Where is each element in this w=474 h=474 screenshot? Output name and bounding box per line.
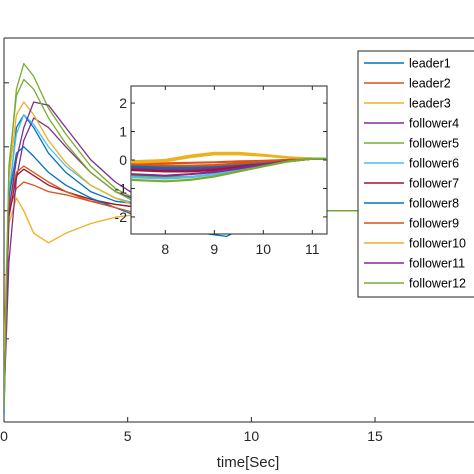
inset-x-tick-label: 8	[161, 241, 169, 257]
inset-zoom-plot: 8 9 10 11 -2 -1 0 1 2	[115, 85, 328, 257]
inset-series-line-follower10	[131, 151, 327, 163]
x-axis-label: time[Sec]	[217, 454, 280, 471]
inset-y-tick-label: -1	[115, 180, 128, 196]
inset-x-tick-label: 11	[305, 241, 320, 257]
inset-y-tick-label: 2	[119, 95, 127, 111]
legend-label-leader3: leader3	[409, 97, 451, 111]
legend-label-follower7: follower7	[409, 177, 459, 191]
legend-label-follower11: follower11	[409, 257, 465, 271]
main-x-tick-label: 0	[0, 428, 8, 444]
legend-label-follower9: follower9	[409, 217, 459, 231]
inset-x-tick-label: 10	[256, 241, 272, 257]
legend: leader1 leader2 leader3 follower4 follower5 f…	[357, 50, 474, 298]
inset-axes: 8 9 10 11 -2 -1 0 1 2	[115, 86, 327, 257]
inset-y-tick-label: -2	[115, 209, 128, 225]
legend-label-follower12: follower12	[409, 277, 466, 291]
legend-label-leader2: leader2	[409, 77, 451, 91]
legend-label-follower8: follower8	[409, 197, 459, 211]
main-x-tick-label: 5	[124, 428, 132, 444]
series-line-follower12	[4, 78, 474, 403]
legend-label-follower5: follower5	[409, 137, 459, 151]
main-x-tick-label: 10	[244, 428, 260, 444]
main-series-lines	[4, 62, 474, 416]
inset-y-tick-label: 1	[119, 124, 127, 140]
inset-series-line-follower12	[131, 157, 327, 183]
inset-y-tick-label: 0	[119, 152, 127, 168]
main-x-tick-label: 15	[367, 428, 383, 444]
inset-x-tick-label: 9	[210, 241, 218, 257]
legend-label-follower4: follower4	[409, 117, 459, 131]
legend-label-leader1: leader1	[409, 57, 451, 71]
inset-series-lines	[131, 151, 327, 183]
legend-box	[357, 50, 474, 298]
legend-label-follower10: follower10	[409, 237, 466, 251]
legend-label-follower6: follower6	[409, 157, 459, 171]
